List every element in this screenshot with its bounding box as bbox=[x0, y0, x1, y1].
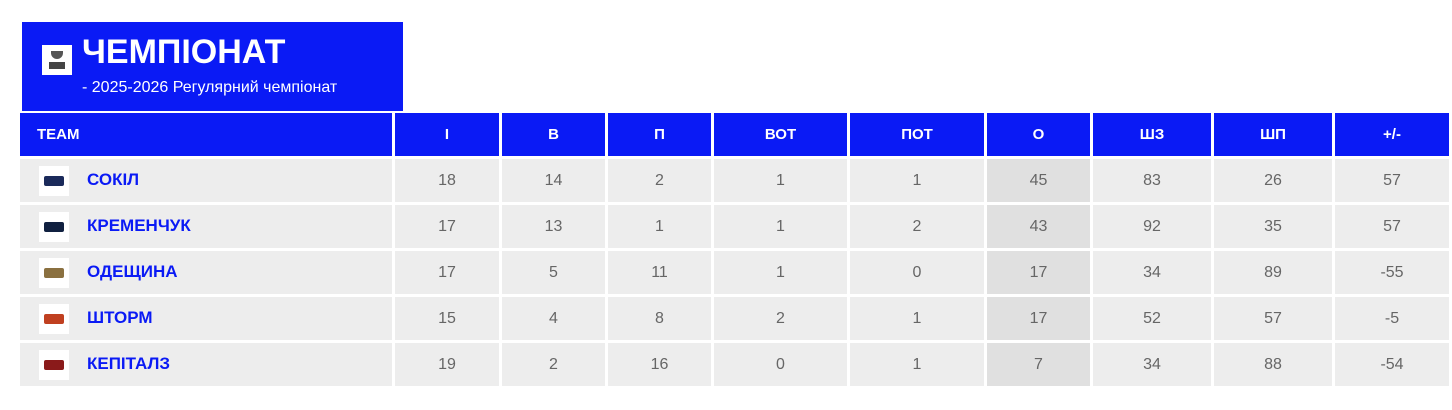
stat-cell-ВОТ: 1 bbox=[714, 251, 847, 294]
stat-cell-+/-: 57 bbox=[1335, 159, 1449, 202]
stat-cell-В: 2 bbox=[502, 343, 605, 386]
stat-cell-І: 17 bbox=[395, 205, 499, 248]
stat-cell-ШП: 35 bbox=[1214, 205, 1332, 248]
column-header-6[interactable]: О bbox=[987, 113, 1090, 156]
stat-cell-ШП: 88 bbox=[1214, 343, 1332, 386]
stat-cell-П: 16 bbox=[608, 343, 711, 386]
team-cell: КЕПІТАЛЗ bbox=[20, 343, 392, 386]
stat-cell-ПОТ: 0 bbox=[850, 251, 984, 294]
team-name-link[interactable]: ШТОРМ bbox=[87, 308, 153, 327]
team-name-link[interactable]: ОДЕЩИНА bbox=[87, 262, 178, 281]
stat-cell-О: 7 bbox=[987, 343, 1090, 386]
team-name-link[interactable]: КЕПІТАЛЗ bbox=[87, 354, 171, 373]
stat-cell-ВОТ: 1 bbox=[714, 159, 847, 202]
stat-cell-ПОТ: 1 bbox=[850, 297, 984, 340]
table-row: ОДЕЩИНА 17 5 11 1 0 17 34 89 -55 bbox=[20, 251, 1449, 294]
stat-cell-ШЗ: 34 bbox=[1093, 251, 1211, 294]
table-row: КЕПІТАЛЗ 19 2 16 0 1 7 34 88 -54 bbox=[20, 343, 1449, 386]
team-cell: СОКІЛ bbox=[20, 159, 392, 202]
column-header-8[interactable]: ШП bbox=[1214, 113, 1332, 156]
team-logo-icon bbox=[39, 350, 69, 380]
stat-cell-В: 14 bbox=[502, 159, 605, 202]
table-row: КРЕМЕНЧУК 17 13 1 1 2 43 92 35 57 bbox=[20, 205, 1449, 248]
team-logo-icon bbox=[39, 258, 69, 288]
column-header-3[interactable]: П bbox=[608, 113, 711, 156]
stat-cell-О: 17 bbox=[987, 297, 1090, 340]
column-header-7[interactable]: ШЗ bbox=[1093, 113, 1211, 156]
column-header-1[interactable]: І bbox=[395, 113, 499, 156]
stat-cell-ПОТ: 2 bbox=[850, 205, 984, 248]
stat-cell-ШЗ: 34 bbox=[1093, 343, 1211, 386]
stat-cell-ПОТ: 1 bbox=[850, 343, 984, 386]
team-name-link[interactable]: СОКІЛ bbox=[87, 170, 140, 189]
stat-cell-І: 17 bbox=[395, 251, 499, 294]
stat-cell-О: 43 bbox=[987, 205, 1090, 248]
stat-cell-П: 11 bbox=[608, 251, 711, 294]
stat-cell-О: 17 bbox=[987, 251, 1090, 294]
page-title: ЧЕМПІОНАТ bbox=[82, 33, 286, 71]
stat-cell-ШЗ: 83 bbox=[1093, 159, 1211, 202]
stat-cell-О: 45 bbox=[987, 159, 1090, 202]
stat-cell-П: 1 bbox=[608, 205, 711, 248]
stat-cell-ПОТ: 1 bbox=[850, 159, 984, 202]
stat-cell-В: 5 bbox=[502, 251, 605, 294]
championship-title-box: ЧЕМПІОНАТ - 2025-2026 Регулярний чемпіон… bbox=[22, 22, 403, 111]
stat-cell-ШЗ: 52 bbox=[1093, 297, 1211, 340]
stat-cell-ШЗ: 92 bbox=[1093, 205, 1211, 248]
stat-cell-І: 15 bbox=[395, 297, 499, 340]
team-cell: ШТОРМ bbox=[20, 297, 392, 340]
standings-table: TEAM І В П ВОТ ПОТ О ШЗ ШП +/- СОКІЛ 18 14 2 1 1 45 83 26… bbox=[17, 110, 1452, 389]
team-logo-icon bbox=[39, 212, 69, 242]
stat-cell-ВОТ: 1 bbox=[714, 205, 847, 248]
stat-cell-+/-: -55 bbox=[1335, 251, 1449, 294]
team-logo-icon bbox=[39, 304, 69, 334]
table-row: СОКІЛ 18 14 2 1 1 45 83 26 57 bbox=[20, 159, 1449, 202]
trophy-icon bbox=[42, 45, 72, 75]
team-logo-icon bbox=[39, 166, 69, 196]
stat-cell-П: 2 bbox=[608, 159, 711, 202]
stat-cell-ВОТ: 0 bbox=[714, 343, 847, 386]
stat-cell-+/-: 57 bbox=[1335, 205, 1449, 248]
stat-cell-В: 4 bbox=[502, 297, 605, 340]
column-header-0[interactable]: TEAM bbox=[20, 113, 392, 156]
column-header-2[interactable]: В bbox=[502, 113, 605, 156]
team-name-link[interactable]: КРЕМЕНЧУК bbox=[87, 216, 191, 235]
stat-cell-+/-: -54 bbox=[1335, 343, 1449, 386]
column-header-5[interactable]: ПОТ bbox=[850, 113, 984, 156]
team-cell: КРЕМЕНЧУК bbox=[20, 205, 392, 248]
column-header-4[interactable]: ВОТ bbox=[714, 113, 847, 156]
stat-cell-ШП: 57 bbox=[1214, 297, 1332, 340]
stat-cell-ШП: 89 bbox=[1214, 251, 1332, 294]
stat-cell-І: 19 bbox=[395, 343, 499, 386]
stat-cell-В: 13 bbox=[502, 205, 605, 248]
table-row: ШТОРМ 15 4 8 2 1 17 52 57 -5 bbox=[20, 297, 1449, 340]
page-subtitle: - 2025-2026 Регулярний чемпіонат bbox=[82, 79, 338, 96]
stat-cell-ШП: 26 bbox=[1214, 159, 1332, 202]
stat-cell-ВОТ: 2 bbox=[714, 297, 847, 340]
stat-cell-І: 18 bbox=[395, 159, 499, 202]
stat-cell-П: 8 bbox=[608, 297, 711, 340]
team-cell: ОДЕЩИНА bbox=[20, 251, 392, 294]
column-header-9[interactable]: +/- bbox=[1335, 113, 1449, 156]
stat-cell-+/-: -5 bbox=[1335, 297, 1449, 340]
